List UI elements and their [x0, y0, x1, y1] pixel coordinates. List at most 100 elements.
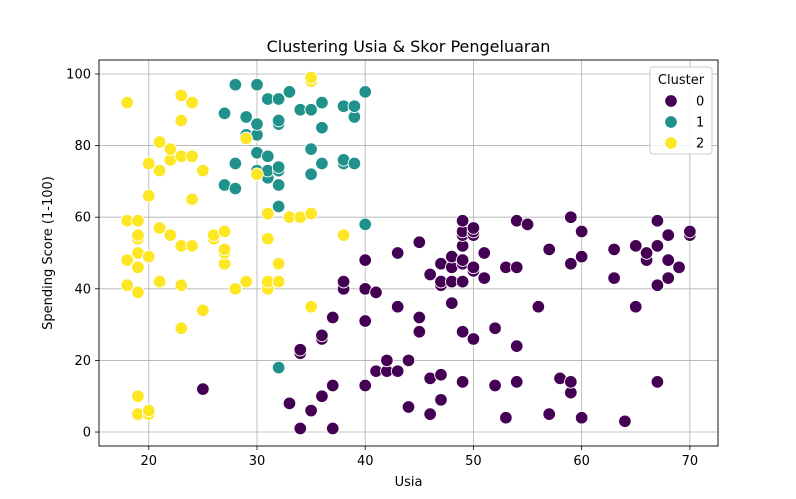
- data-point-cluster-0: [661, 271, 675, 285]
- data-point-cluster-1: [358, 85, 372, 99]
- data-point-cluster-2: [174, 113, 188, 128]
- data-point-cluster-0: [358, 378, 372, 393]
- data-point-cluster-2: [174, 321, 188, 335]
- data-point-cluster-0: [661, 228, 675, 242]
- data-point-cluster-0: [564, 210, 578, 224]
- data-point-cluster-2: [304, 299, 318, 314]
- data-point-cluster-0: [564, 375, 578, 389]
- legend-marker-cluster-1: [664, 115, 678, 129]
- axis-ticks: 20 30 40 50 60 70 0 20 40 60 80 100: [66, 67, 698, 469]
- data-point-cluster-0: [358, 253, 372, 267]
- data-point-cluster-1: [347, 99, 362, 113]
- data-point-cluster-0: [315, 328, 329, 343]
- data-point-cluster-2: [120, 278, 134, 292]
- data-point-cluster-0: [358, 314, 372, 328]
- data-point-cluster-0: [509, 260, 524, 275]
- data-point-cluster-0: [282, 396, 297, 411]
- data-point-cluster-2: [152, 163, 167, 178]
- data-point-cluster-0: [542, 242, 556, 257]
- data-point-cluster-0: [574, 224, 589, 239]
- data-point-cluster-0: [574, 410, 589, 425]
- data-point-cluster-2: [142, 188, 156, 203]
- x-tick-label: 70: [682, 454, 699, 469]
- data-point-cluster-0: [455, 253, 470, 267]
- data-point-cluster-0: [325, 378, 340, 393]
- data-point-cluster-2: [217, 224, 232, 239]
- data-point-cluster-1: [228, 77, 243, 92]
- legend-title: Cluster: [658, 73, 705, 88]
- data-point-cluster-0: [650, 214, 665, 228]
- data-point-cluster-0: [629, 239, 643, 253]
- data-point-cluster-0: [629, 299, 643, 314]
- chart-title: Clustering Usia & Skor Pengeluaran: [267, 37, 551, 56]
- data-point-cluster-0: [434, 367, 448, 382]
- data-point-cluster-2: [185, 192, 199, 207]
- data-point-cluster-0: [531, 299, 546, 314]
- data-point-cluster-2: [271, 256, 286, 271]
- data-point-cluster-2: [142, 156, 156, 171]
- data-point-cluster-0: [564, 256, 578, 271]
- data-point-cluster-0: [325, 421, 340, 436]
- data-point-cluster-0: [650, 375, 665, 389]
- data-point-cluster-2: [185, 239, 199, 253]
- data-point-cluster-1: [271, 113, 286, 128]
- legend: Cluster 0 1 2: [649, 66, 713, 155]
- data-point-cluster-2: [120, 95, 134, 110]
- data-point-cluster-2: [131, 214, 145, 228]
- legend-entries: 0 1 2: [664, 94, 704, 152]
- data-point-cluster-2: [196, 163, 210, 178]
- data-point-cluster-2: [185, 95, 199, 110]
- data-point-cluster-0: [607, 271, 621, 285]
- data-point-cluster-2: [142, 403, 156, 418]
- data-point-cluster-0: [574, 249, 589, 264]
- data-point-cluster-1: [315, 156, 329, 171]
- data-point-cluster-2: [163, 142, 178, 156]
- data-point-cluster-2: [250, 167, 264, 181]
- data-point-cluster-0: [390, 364, 405, 378]
- data-point-cluster-0: [423, 407, 437, 421]
- data-point-cluster-0: [293, 342, 308, 357]
- data-point-cluster-2: [239, 131, 253, 146]
- data-point-cluster-1: [250, 77, 264, 92]
- data-point-cluster-0: [477, 271, 492, 285]
- data-point-cluster-1: [228, 181, 243, 196]
- legend-label-cluster-2: 2: [696, 137, 704, 152]
- data-point-cluster-2: [239, 274, 253, 289]
- data-point-cluster-1: [304, 103, 318, 117]
- data-point-cluster-0: [325, 310, 340, 325]
- legend-box: [649, 66, 713, 155]
- data-point-cluster-1: [358, 217, 372, 232]
- data-point-cluster-0: [607, 242, 621, 257]
- legend-marker-cluster-0: [664, 94, 678, 108]
- y-tick-label: 0: [83, 426, 91, 441]
- legend-label-cluster-1: 1: [696, 116, 704, 131]
- plot-frame: [98, 59, 719, 447]
- data-points: [120, 70, 697, 436]
- legend-label-cluster-0: 0: [696, 95, 704, 110]
- legend-marker-cluster-2: [664, 136, 678, 150]
- data-point-cluster-2: [131, 260, 145, 275]
- data-point-cluster-1: [271, 92, 286, 106]
- data-point-cluster-0: [466, 221, 481, 235]
- data-point-cluster-0: [672, 260, 686, 275]
- data-point-cluster-2: [336, 228, 351, 242]
- data-point-cluster-0: [455, 214, 470, 228]
- data-point-cluster-2: [174, 278, 188, 292]
- data-point-cluster-0: [661, 253, 675, 267]
- x-tick-label: 60: [573, 454, 590, 469]
- data-point-cluster-1: [239, 110, 253, 124]
- data-point-cluster-2: [271, 274, 286, 289]
- data-point-cluster-0: [412, 325, 427, 339]
- data-point-cluster-0: [509, 375, 524, 389]
- data-point-cluster-2: [185, 149, 199, 164]
- data-point-cluster-1: [271, 360, 286, 375]
- data-point-cluster-0: [639, 246, 654, 260]
- data-point-cluster-0: [509, 339, 524, 353]
- data-point-cluster-0: [380, 353, 394, 368]
- data-point-cluster-0: [412, 235, 427, 250]
- data-point-cluster-0: [445, 296, 459, 310]
- data-point-cluster-0: [650, 239, 665, 253]
- data-point-cluster-0: [455, 325, 470, 339]
- data-point-cluster-2: [261, 231, 275, 246]
- data-point-cluster-1: [228, 156, 243, 171]
